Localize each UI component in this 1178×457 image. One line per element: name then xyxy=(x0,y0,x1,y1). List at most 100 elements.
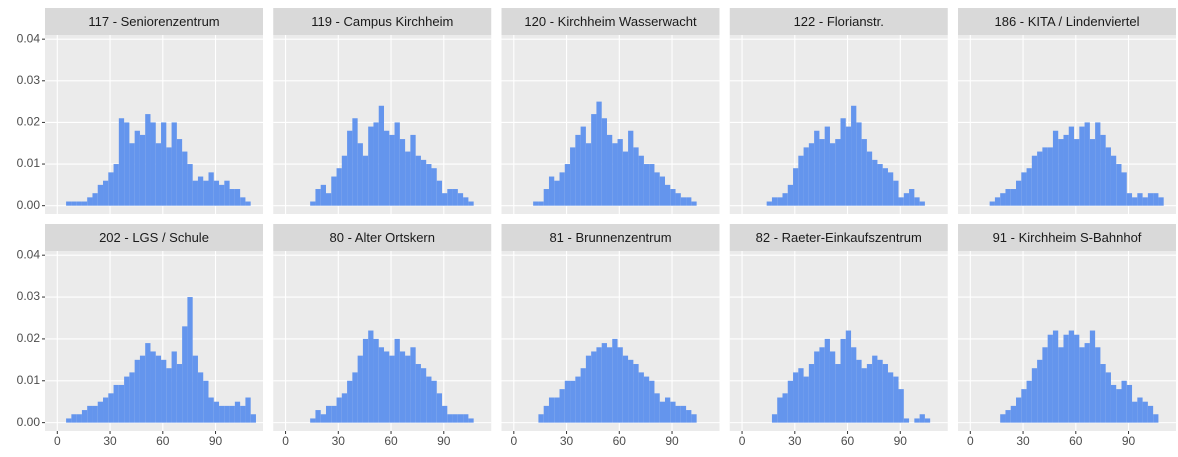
histogram-bar xyxy=(777,197,783,206)
histogram-bar xyxy=(362,338,369,423)
histogram-bar xyxy=(898,197,904,206)
histogram-bar xyxy=(1074,139,1080,206)
histogram-bar xyxy=(819,347,825,423)
histogram-bar xyxy=(1147,193,1154,206)
histogram-bar xyxy=(533,201,539,206)
histogram-bar xyxy=(325,405,332,423)
histogram-bar xyxy=(659,401,665,423)
histogram-bar xyxy=(861,368,867,423)
x-tick-label: 0 xyxy=(510,434,517,448)
histogram-bar xyxy=(1137,397,1143,423)
histogram-bar xyxy=(310,418,316,423)
x-tick-label: 30 xyxy=(332,434,346,448)
histogram-bar xyxy=(1079,347,1085,423)
histogram-bar xyxy=(564,164,571,206)
histogram-bar xyxy=(245,201,251,206)
histogram-bar xyxy=(1142,401,1148,423)
y-tick-label: 0.02 xyxy=(17,331,41,345)
histogram-bar xyxy=(638,372,644,423)
histogram-bar xyxy=(71,414,77,423)
histogram-bar xyxy=(580,368,586,423)
histogram-bar xyxy=(622,355,629,423)
histogram-bar xyxy=(824,338,830,423)
histogram-bar xyxy=(76,201,82,206)
strip xyxy=(729,224,948,251)
histogram-bar xyxy=(463,414,469,423)
histogram-bar xyxy=(1037,359,1043,423)
histogram-bar xyxy=(118,384,125,423)
histogram-bar xyxy=(1089,330,1096,423)
histogram-bar xyxy=(410,347,416,423)
histogram-bar xyxy=(389,134,395,206)
histogram-bar xyxy=(250,414,256,423)
y-tick-label: 0.03 xyxy=(17,289,41,303)
histogram-bar xyxy=(903,193,910,206)
histogram-bar xyxy=(1068,126,1075,206)
x-tick-label: 90 xyxy=(209,434,223,448)
histogram-bar xyxy=(575,376,581,423)
histogram-bar xyxy=(399,139,406,206)
histogram-bar xyxy=(129,372,135,423)
histogram-bar xyxy=(97,401,104,423)
histogram-bar xyxy=(782,393,788,423)
histogram-bar xyxy=(171,351,177,423)
histogram-bar xyxy=(1016,180,1022,206)
histogram-bar xyxy=(315,189,321,206)
histogram-bar xyxy=(161,122,167,206)
histogram-bar xyxy=(197,372,204,423)
histogram-bar xyxy=(92,405,98,423)
strip-title: 91 - Kirchheim S-Bahnhof xyxy=(993,230,1142,245)
histogram-bar xyxy=(793,372,799,423)
histogram-bar xyxy=(1153,193,1159,206)
histogram-bar xyxy=(633,364,639,423)
histogram-bar xyxy=(808,364,815,423)
histogram-bar xyxy=(909,189,915,206)
histogram-bar xyxy=(559,389,565,423)
histogram-bar xyxy=(347,130,353,206)
histogram-bar xyxy=(87,405,93,423)
histogram-bar xyxy=(1110,155,1117,206)
histogram-bar xyxy=(893,180,899,206)
histogram-bar xyxy=(1121,172,1127,206)
histogram-bar xyxy=(872,159,878,206)
histogram-bar xyxy=(866,151,873,206)
histogram-bar xyxy=(166,147,172,206)
histogram-bar xyxy=(835,364,841,423)
strip xyxy=(729,8,948,35)
histogram-bar xyxy=(145,343,151,423)
histogram-bar xyxy=(840,338,846,423)
histogram-bar xyxy=(1005,410,1011,423)
histogram-bar xyxy=(851,347,857,423)
histogram-bar xyxy=(819,139,825,206)
histogram-bar xyxy=(176,139,183,206)
histogram-bar xyxy=(1110,384,1117,423)
histogram-bar xyxy=(643,376,650,423)
histogram-bar xyxy=(1063,134,1069,206)
histogram-bar xyxy=(405,355,411,423)
histogram-bar xyxy=(845,330,852,423)
histogram-bar xyxy=(134,359,140,423)
histogram-bar xyxy=(203,380,209,423)
histogram-bar xyxy=(1105,372,1111,423)
histogram-bar xyxy=(777,397,783,423)
histogram-bar xyxy=(108,393,114,423)
histogram-bar xyxy=(182,151,188,206)
histogram-bar xyxy=(108,172,114,206)
y-tick-label: 0.01 xyxy=(17,373,41,387)
histogram-bar xyxy=(803,376,809,423)
x-tick-label: 0 xyxy=(282,434,289,448)
histogram-bar xyxy=(787,184,794,206)
histogram-bar xyxy=(686,410,692,423)
histogram-bar xyxy=(224,180,230,206)
histogram-bar xyxy=(829,143,836,206)
histogram-bar xyxy=(357,355,363,423)
histogram-bar xyxy=(192,355,198,423)
histogram-bar xyxy=(240,405,246,423)
histogram-bar xyxy=(234,189,241,206)
strip xyxy=(273,224,492,251)
histogram-bar xyxy=(150,351,156,423)
histogram-bar xyxy=(591,114,597,206)
histogram-bar xyxy=(1084,122,1090,206)
x-tick-label: 60 xyxy=(841,434,855,448)
histogram-bar xyxy=(410,134,416,206)
